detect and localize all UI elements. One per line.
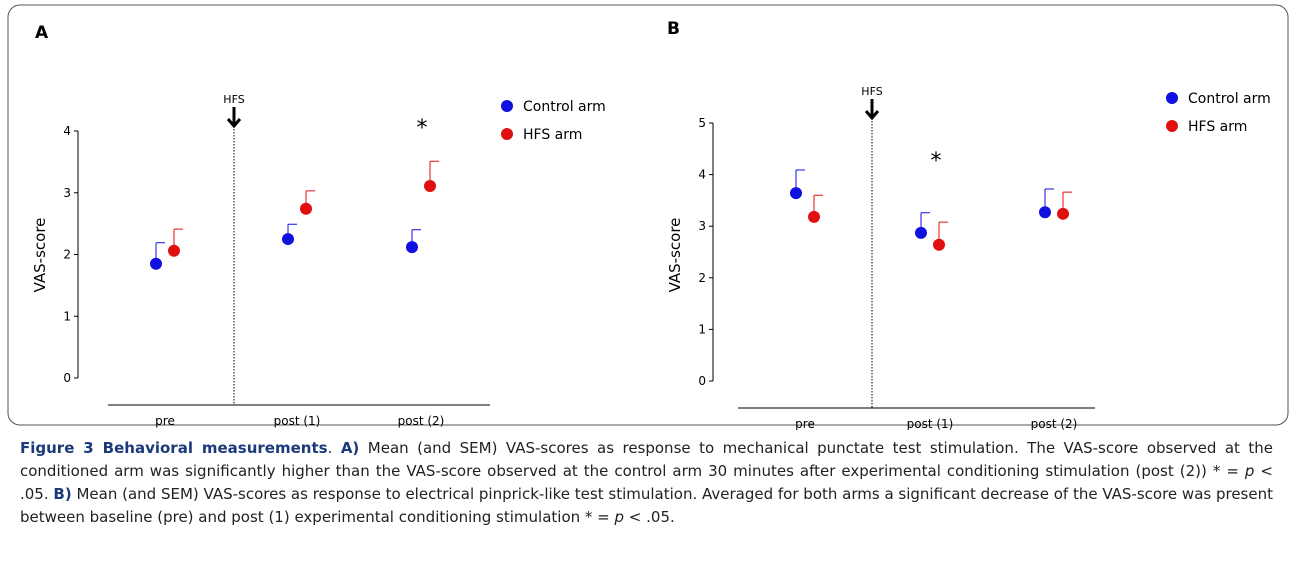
legend-label: HFS arm	[1188, 119, 1247, 135]
caption-text: Figure 3 Behavioral measurements	[20, 439, 328, 457]
point	[168, 244, 180, 257]
point	[424, 179, 436, 192]
panel-label: A	[35, 23, 49, 43]
arrow	[226, 107, 242, 129]
annotation: *	[931, 149, 942, 174]
caption-text: p	[1244, 462, 1255, 480]
point	[790, 187, 802, 200]
x-tick-label: pre	[155, 414, 175, 428]
x-tick-label: post (2)	[1031, 417, 1078, 430]
y-tick-label: 4	[698, 168, 706, 182]
point	[933, 238, 945, 251]
y-tick-label: 5	[698, 116, 706, 130]
legend-marker	[501, 100, 513, 112]
legend-label: Control arm	[523, 99, 606, 115]
point	[150, 257, 162, 270]
point	[808, 210, 820, 223]
x-tick-label: pre	[795, 417, 815, 430]
caption-text: .	[327, 439, 341, 457]
point	[1057, 207, 1069, 220]
x-tick-label: post (1)	[274, 414, 321, 428]
y-tick-label: 2	[698, 271, 706, 285]
panel-label: B	[667, 19, 680, 39]
point	[406, 241, 418, 254]
caption-text: A)	[340, 439, 360, 457]
annotation: HFS	[861, 85, 882, 98]
caption-text: < .05.	[624, 508, 675, 526]
y-tick-label: 3	[63, 186, 71, 200]
caption-text: p	[614, 508, 625, 526]
point	[300, 202, 312, 215]
legend-marker	[501, 128, 513, 140]
annotation: *	[417, 116, 428, 141]
caption-text: < .05.	[20, 462, 1274, 503]
caption-text: Mean (and SEM) VAS-scores as response to…	[20, 485, 1273, 526]
y-tick-label: 0	[63, 371, 71, 385]
legend-marker	[1166, 120, 1178, 132]
y-tick-label: 1	[698, 322, 706, 336]
y-axis-label: VAS-score	[31, 218, 49, 293]
x-tick-label: post (2)	[398, 414, 445, 428]
y-tick-label: 2	[63, 248, 71, 262]
y-axis-label: VAS-score	[666, 218, 684, 293]
y-tick-label: 3	[698, 219, 706, 233]
legend-marker	[1166, 92, 1178, 104]
caption: Figure 3 Behavioral measurements. A) Mea…	[20, 437, 1273, 529]
x-tick-label: post (1)	[907, 417, 954, 430]
figure-border	[7, 4, 1289, 426]
caption-text: Mean (and SEM) VAS-scores as response to…	[20, 439, 1273, 480]
point	[282, 233, 294, 246]
y-tick-label: 1	[63, 309, 71, 323]
y-tick-label: 0	[698, 374, 706, 388]
legend-label: HFS arm	[523, 127, 582, 143]
point	[915, 226, 927, 239]
annotation: HFS	[223, 93, 244, 106]
legend-label: Control arm	[1188, 91, 1271, 107]
arrow	[864, 99, 880, 121]
point	[1039, 206, 1051, 219]
figure: A VAS-score 0 1 2 3 4 pre post (1) post (2) HFS * Co…	[7, 4, 1289, 430]
y-tick-label: 4	[63, 124, 71, 138]
caption-text: B)	[53, 485, 72, 503]
